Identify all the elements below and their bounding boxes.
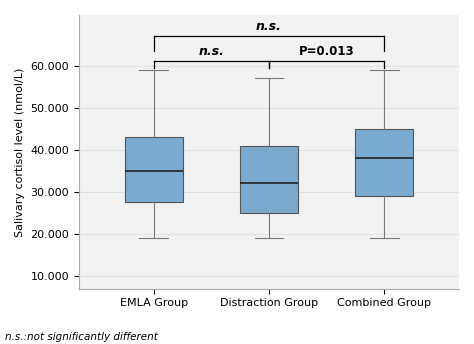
Y-axis label: Salivary cortisol level (nmol/L): Salivary cortisol level (nmol/L) bbox=[15, 67, 25, 237]
Text: n.s.: n.s. bbox=[199, 45, 224, 58]
PathPatch shape bbox=[356, 129, 413, 196]
Text: n.s.:not significantly different: n.s.:not significantly different bbox=[5, 332, 158, 342]
PathPatch shape bbox=[125, 137, 182, 202]
Text: P=0.013: P=0.013 bbox=[299, 45, 355, 58]
PathPatch shape bbox=[240, 146, 298, 213]
Text: n.s.: n.s. bbox=[256, 20, 282, 33]
